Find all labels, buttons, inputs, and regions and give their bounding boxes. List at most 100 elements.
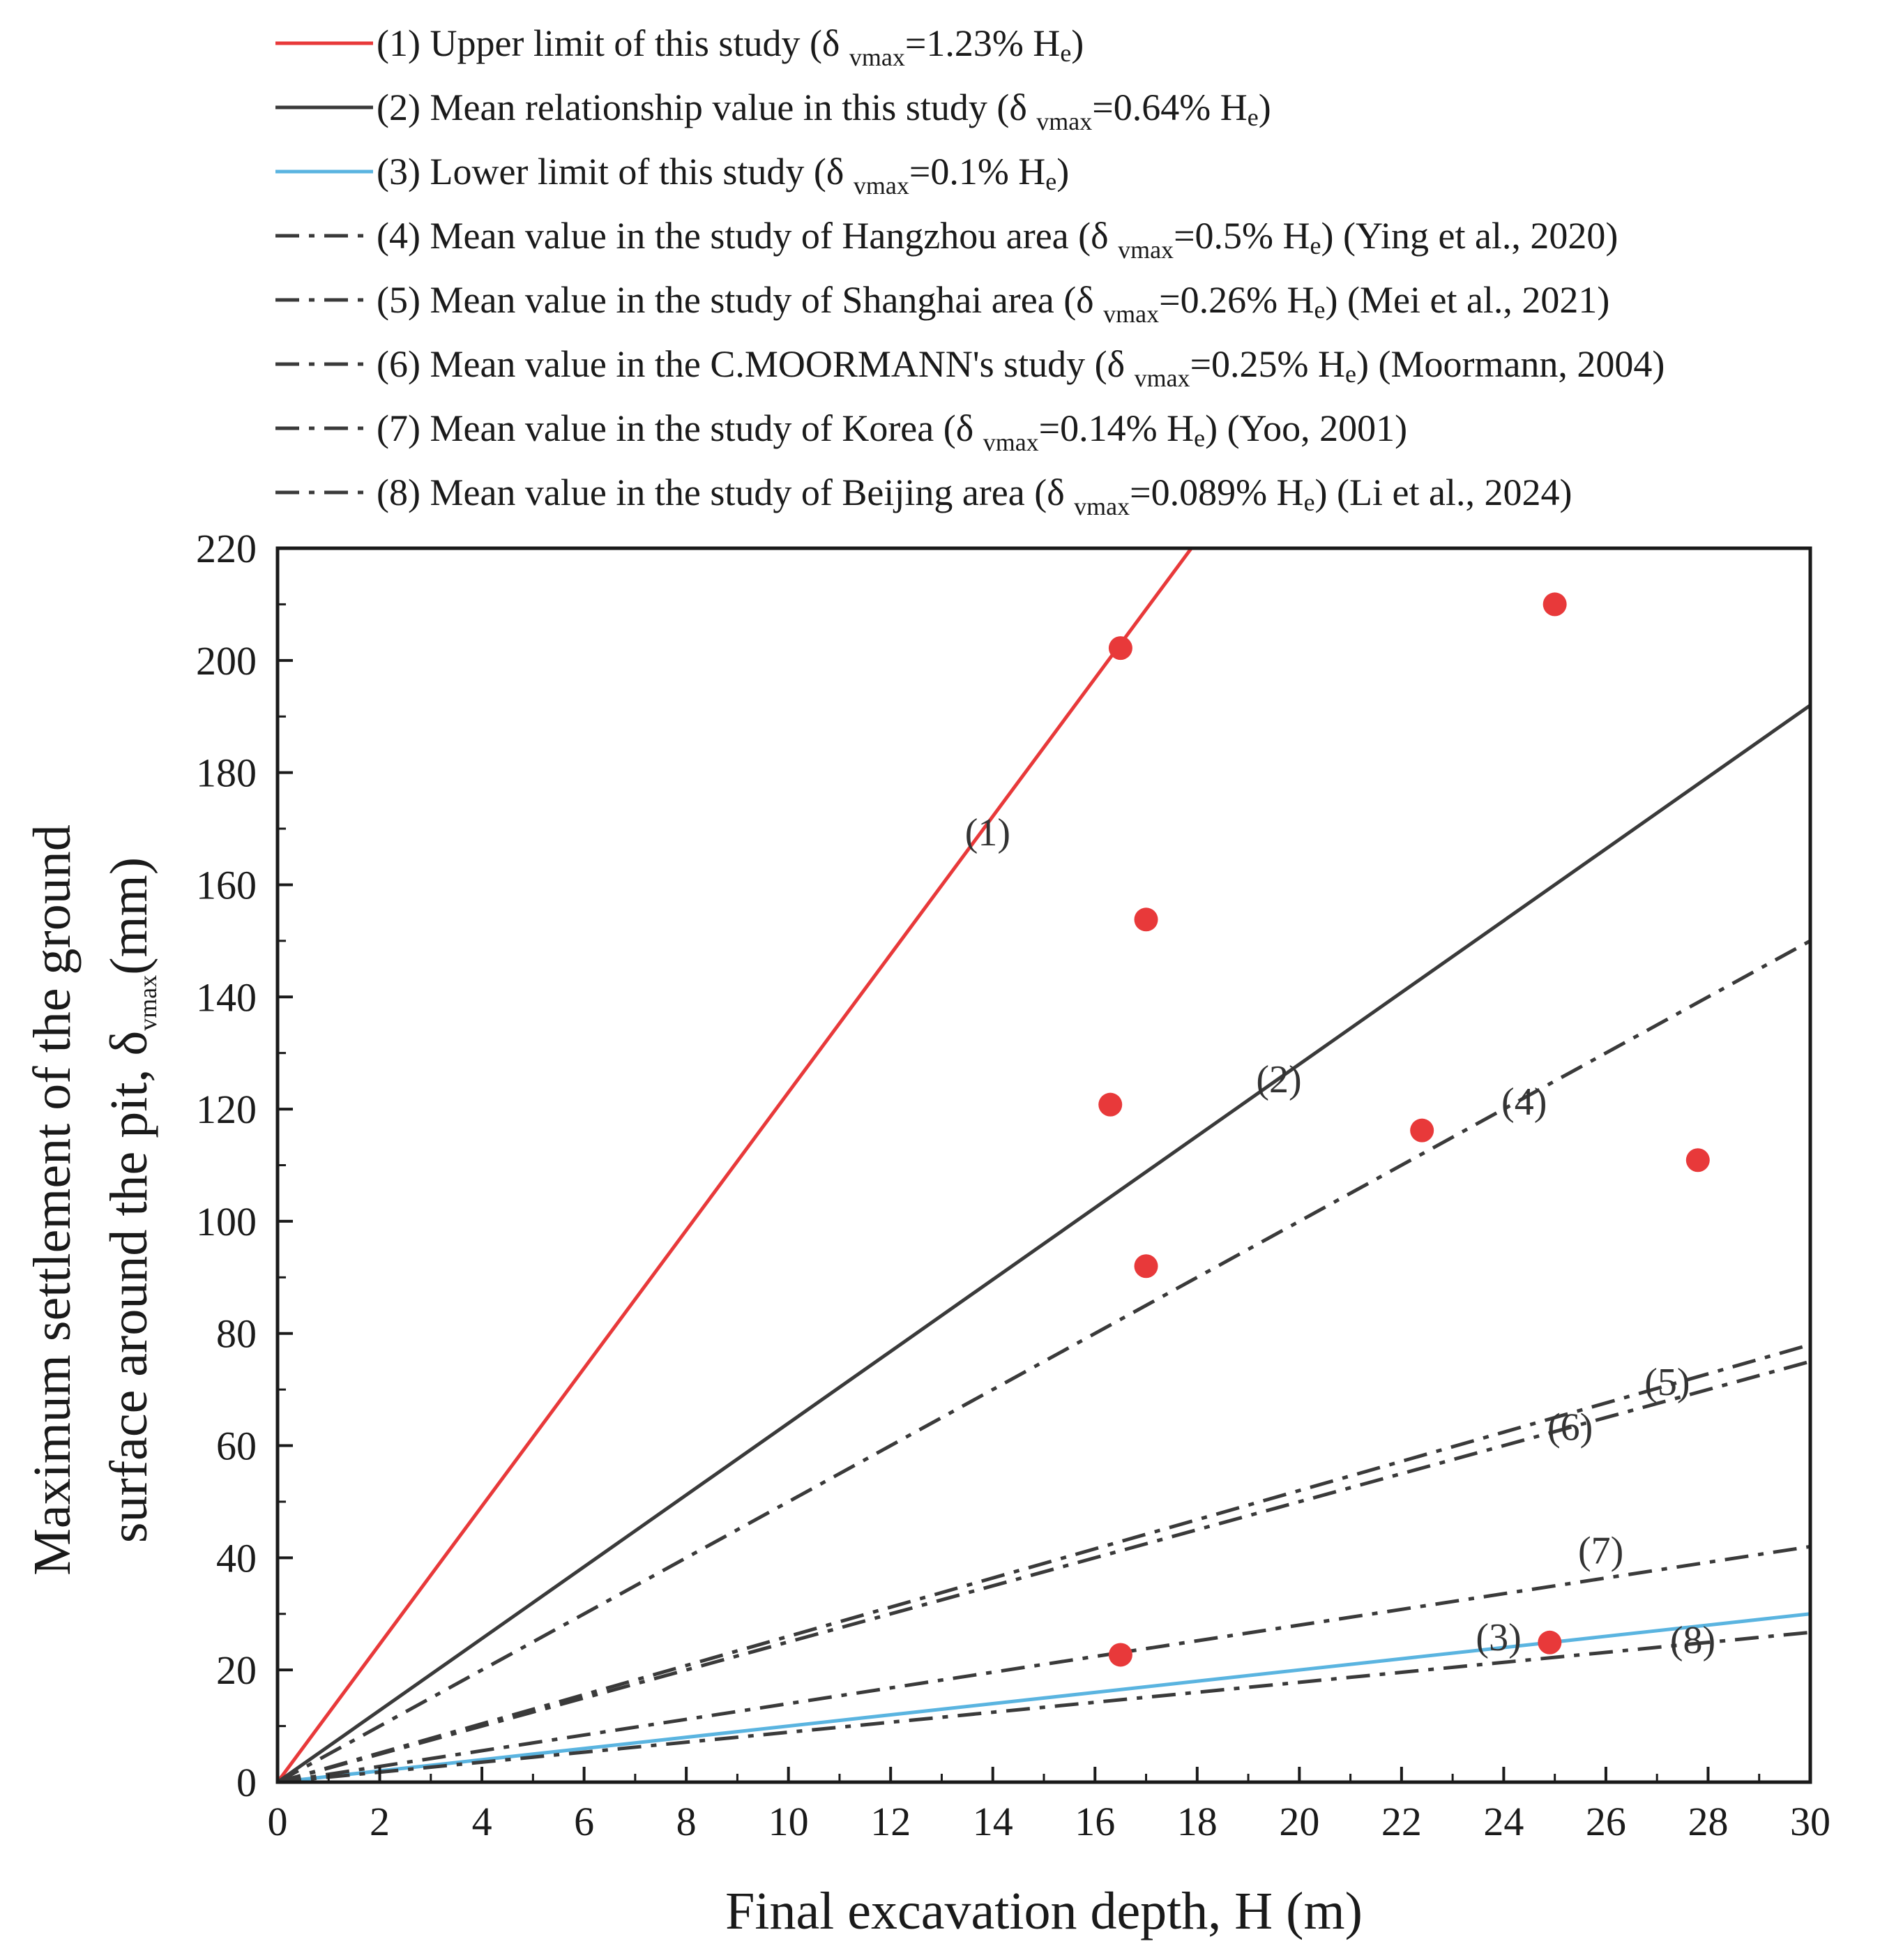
y-axis-title-prefix: surface around the pit, δ [100,1031,158,1543]
x-tick-label: 22 [1381,1799,1422,1844]
legend-sub: vmax [1118,236,1174,264]
y-tick-label: 20 [216,1648,257,1693]
legend-label_num: (6) [377,343,420,385]
line-tag-7: (7) [1578,1529,1623,1572]
x-tick-label: 12 [870,1799,911,1844]
line-8 [278,1630,1810,1782]
y-tick-label: 60 [216,1424,257,1469]
y-axis-title-suffix: (mm) [100,857,158,975]
legend-esub: e [1045,167,1056,195]
x-tick-label: 24 [1483,1799,1524,1844]
y-axis-title-sub: vmax [134,975,162,1031]
legend-item-5: (5) Mean value in the study of Shanghai … [275,279,1609,328]
line-4 [278,939,1810,1782]
x-tick-label: 16 [1075,1799,1115,1844]
line-tag-5: (5) [1644,1361,1690,1404]
legend-mid: =0.1% H [909,151,1045,193]
legend-post: ) [1056,151,1069,193]
line-7 [278,1544,1810,1782]
legend-esub: e [1060,39,1071,67]
legend-label: (3) Lower limit of this study (δ vmax=0.… [377,151,1069,199]
x-tick-label: 26 [1586,1799,1626,1844]
legend-pre: Mean value in the C.MOORMANN's study (δ [420,343,1135,385]
legend-pre: Upper limit of this study (δ [420,22,849,64]
legend-esub: e [1194,424,1205,452]
legend-label: (8) Mean value in the study of Beijing a… [377,472,1572,520]
data-point-5 [1410,1118,1434,1143]
line-3 [278,1612,1810,1782]
x-tick-label: 0 [268,1799,288,1844]
x-tick-label: 14 [973,1799,1013,1844]
line-2 [278,704,1810,1782]
legend-label: (5) Mean value in the study of Shanghai … [377,279,1609,328]
legend-post: ) (Li et al., 2024) [1315,472,1572,513]
legend-label_num: (4) [377,215,420,257]
legend-label: (1) Upper limit of this study (δ vmax=1.… [377,22,1084,71]
x-tick-label: 30 [1790,1799,1830,1844]
data-point-1 [1108,636,1132,661]
y-axis-title-line1: Maximum settlement of the ground [23,824,82,1575]
data-point-7 [1134,1254,1158,1279]
data-point-9 [1538,1630,1562,1654]
legend-pre: Mean relationship value in this study (δ [420,86,1036,128]
x-axis-ticks: 0 2 4 6 8 10 12 14 16 18 20 22 24 26 28 30 [268,1767,1830,1844]
legend-mid: =0.26% H [1159,279,1314,321]
legend-esub: e [1248,103,1259,131]
legend-esub: e [1314,296,1326,324]
y-axis-title-line2: surface around the pit, δvmax(mm) [100,857,162,1543]
legend-item-8: (8) Mean value in the study of Beijing a… [275,472,1572,520]
y-tick-label: 80 [216,1311,257,1357]
data-point-6 [1685,1148,1710,1173]
legend-pre: Mean value in the study of Korea (δ [420,407,983,449]
legend-post: ) (Moormann, 2004) [1356,343,1665,385]
x-tick-label: 8 [676,1799,697,1844]
legend-sub: vmax [983,428,1039,456]
data-points [1098,592,1710,1667]
x-axis-title: Final excavation depth, H (m) [725,1882,1363,1940]
line-labels: (1) (2) (3) (4) (5) (6) (7) (8) [965,811,1715,1662]
legend-esub: e [1345,360,1356,388]
legend-mid: =0.5% H [1174,215,1310,257]
line-tag-4: (4) [1501,1080,1547,1124]
y-tick-label: 0 [236,1760,257,1805]
legend-label_num: (2) [377,86,420,128]
legend-label_num: (7) [377,407,420,449]
x-tick-label: 2 [370,1799,390,1844]
data-point-2 [1542,592,1567,617]
legend-label_num: (1) [377,22,420,64]
y-tick-label: 200 [196,638,257,684]
legend-mid: =0.64% H [1092,86,1247,128]
legend-sub: vmax [849,43,905,71]
legend-item-2: (2) Mean relationship value in this stud… [275,86,1271,135]
legend-post: ) (Ying et al., 2020) [1321,215,1618,257]
legend-post: ) [1259,86,1271,128]
legend-item-1: (1) Upper limit of this study (δ vmax=1.… [275,22,1084,71]
line-6 [278,1359,1810,1782]
y-tick-label: 140 [196,974,257,1020]
y-tick-label: 40 [216,1535,257,1581]
data-point-8 [1108,1643,1132,1667]
line-tag-3: (3) [1476,1616,1521,1659]
y-tick-label: 160 [196,862,257,907]
line-tag-8: (8) [1670,1619,1715,1662]
legend-mid: =0.14% H [1039,407,1194,449]
x-tick-label: 28 [1688,1799,1728,1844]
legend-mid: =1.23% H [905,22,1060,64]
data-point-4 [1098,1092,1123,1117]
x-tick-label: 20 [1279,1799,1319,1844]
legend-mid: =0.25% H [1190,343,1345,385]
x-tick-label: 4 [472,1799,492,1844]
y-axis-ticks: 0 20 40 60 80 100 120 140 160 180 200 220 [196,526,293,1805]
legend-label: (2) Mean relationship value in this stud… [377,86,1271,135]
line-1 [278,548,1194,1782]
legend-label: (4) Mean value in the study of Hangzhou … [377,215,1618,264]
legend: (1) Upper limit of this study (δ vmax=1.… [275,22,1665,520]
legend-pre: Mean value in the study of Shanghai area… [420,279,1103,321]
legend-pre: Lower limit of this study (δ [420,151,854,193]
x-tick-label: 10 [768,1799,809,1844]
x-tick-label: 6 [574,1799,594,1844]
legend-label: (6) Mean value in the C.MOORMANN's study… [377,343,1665,392]
y-tick-label: 120 [196,1087,257,1132]
legend-item-6: (6) Mean value in the C.MOORMANN's study… [275,343,1665,392]
legend-post: ) (Mei et al., 2021) [1326,279,1610,321]
